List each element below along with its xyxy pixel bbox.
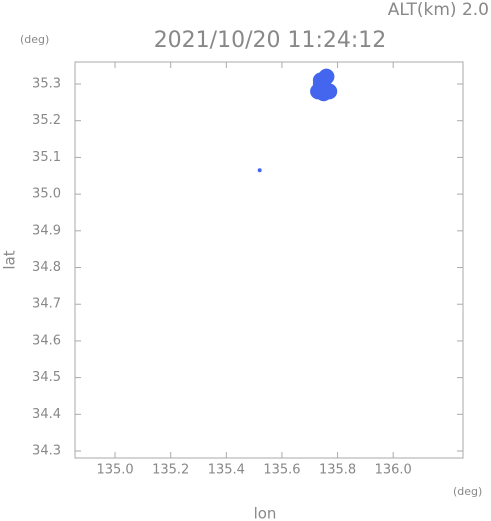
y-unit: (deg) [20,33,49,46]
y-tick-label: 35.2 [32,113,61,128]
x-tick-label: 135.8 [319,463,356,478]
y-tick-label: 34.7 [32,297,61,312]
plot-frame [74,61,464,459]
y-tick-label: 34.4 [32,407,61,422]
x-tick-label: 135.4 [208,463,245,478]
x-tick-label: 135.2 [152,463,189,478]
x-axis-label: lon [254,505,277,521]
point [315,85,332,102]
altitude-label: ALT(km) 2.0 [388,0,489,20]
y-tick-label: 35.0 [32,187,61,202]
y-tick-label: 34.9 [32,223,61,238]
y-axis-label: lat [1,250,19,269]
y-tick-label: 35.3 [32,77,61,92]
y-tick-label: 34.6 [32,333,61,348]
point [312,72,329,89]
x-unit: (deg) [453,485,482,498]
y-tick-label: 35.1 [32,150,61,165]
chart-title: 2021/10/20 11:24:12 [154,28,387,53]
y-tick-label: 34.3 [32,444,61,459]
y-tick-label: 34.5 [32,370,61,385]
x-tick-label: 135.6 [263,463,300,478]
point [257,168,262,173]
x-tick-label: 135.0 [96,463,133,478]
y-tick-label: 34.8 [32,260,61,275]
x-tick-label: 136.0 [375,463,412,478]
